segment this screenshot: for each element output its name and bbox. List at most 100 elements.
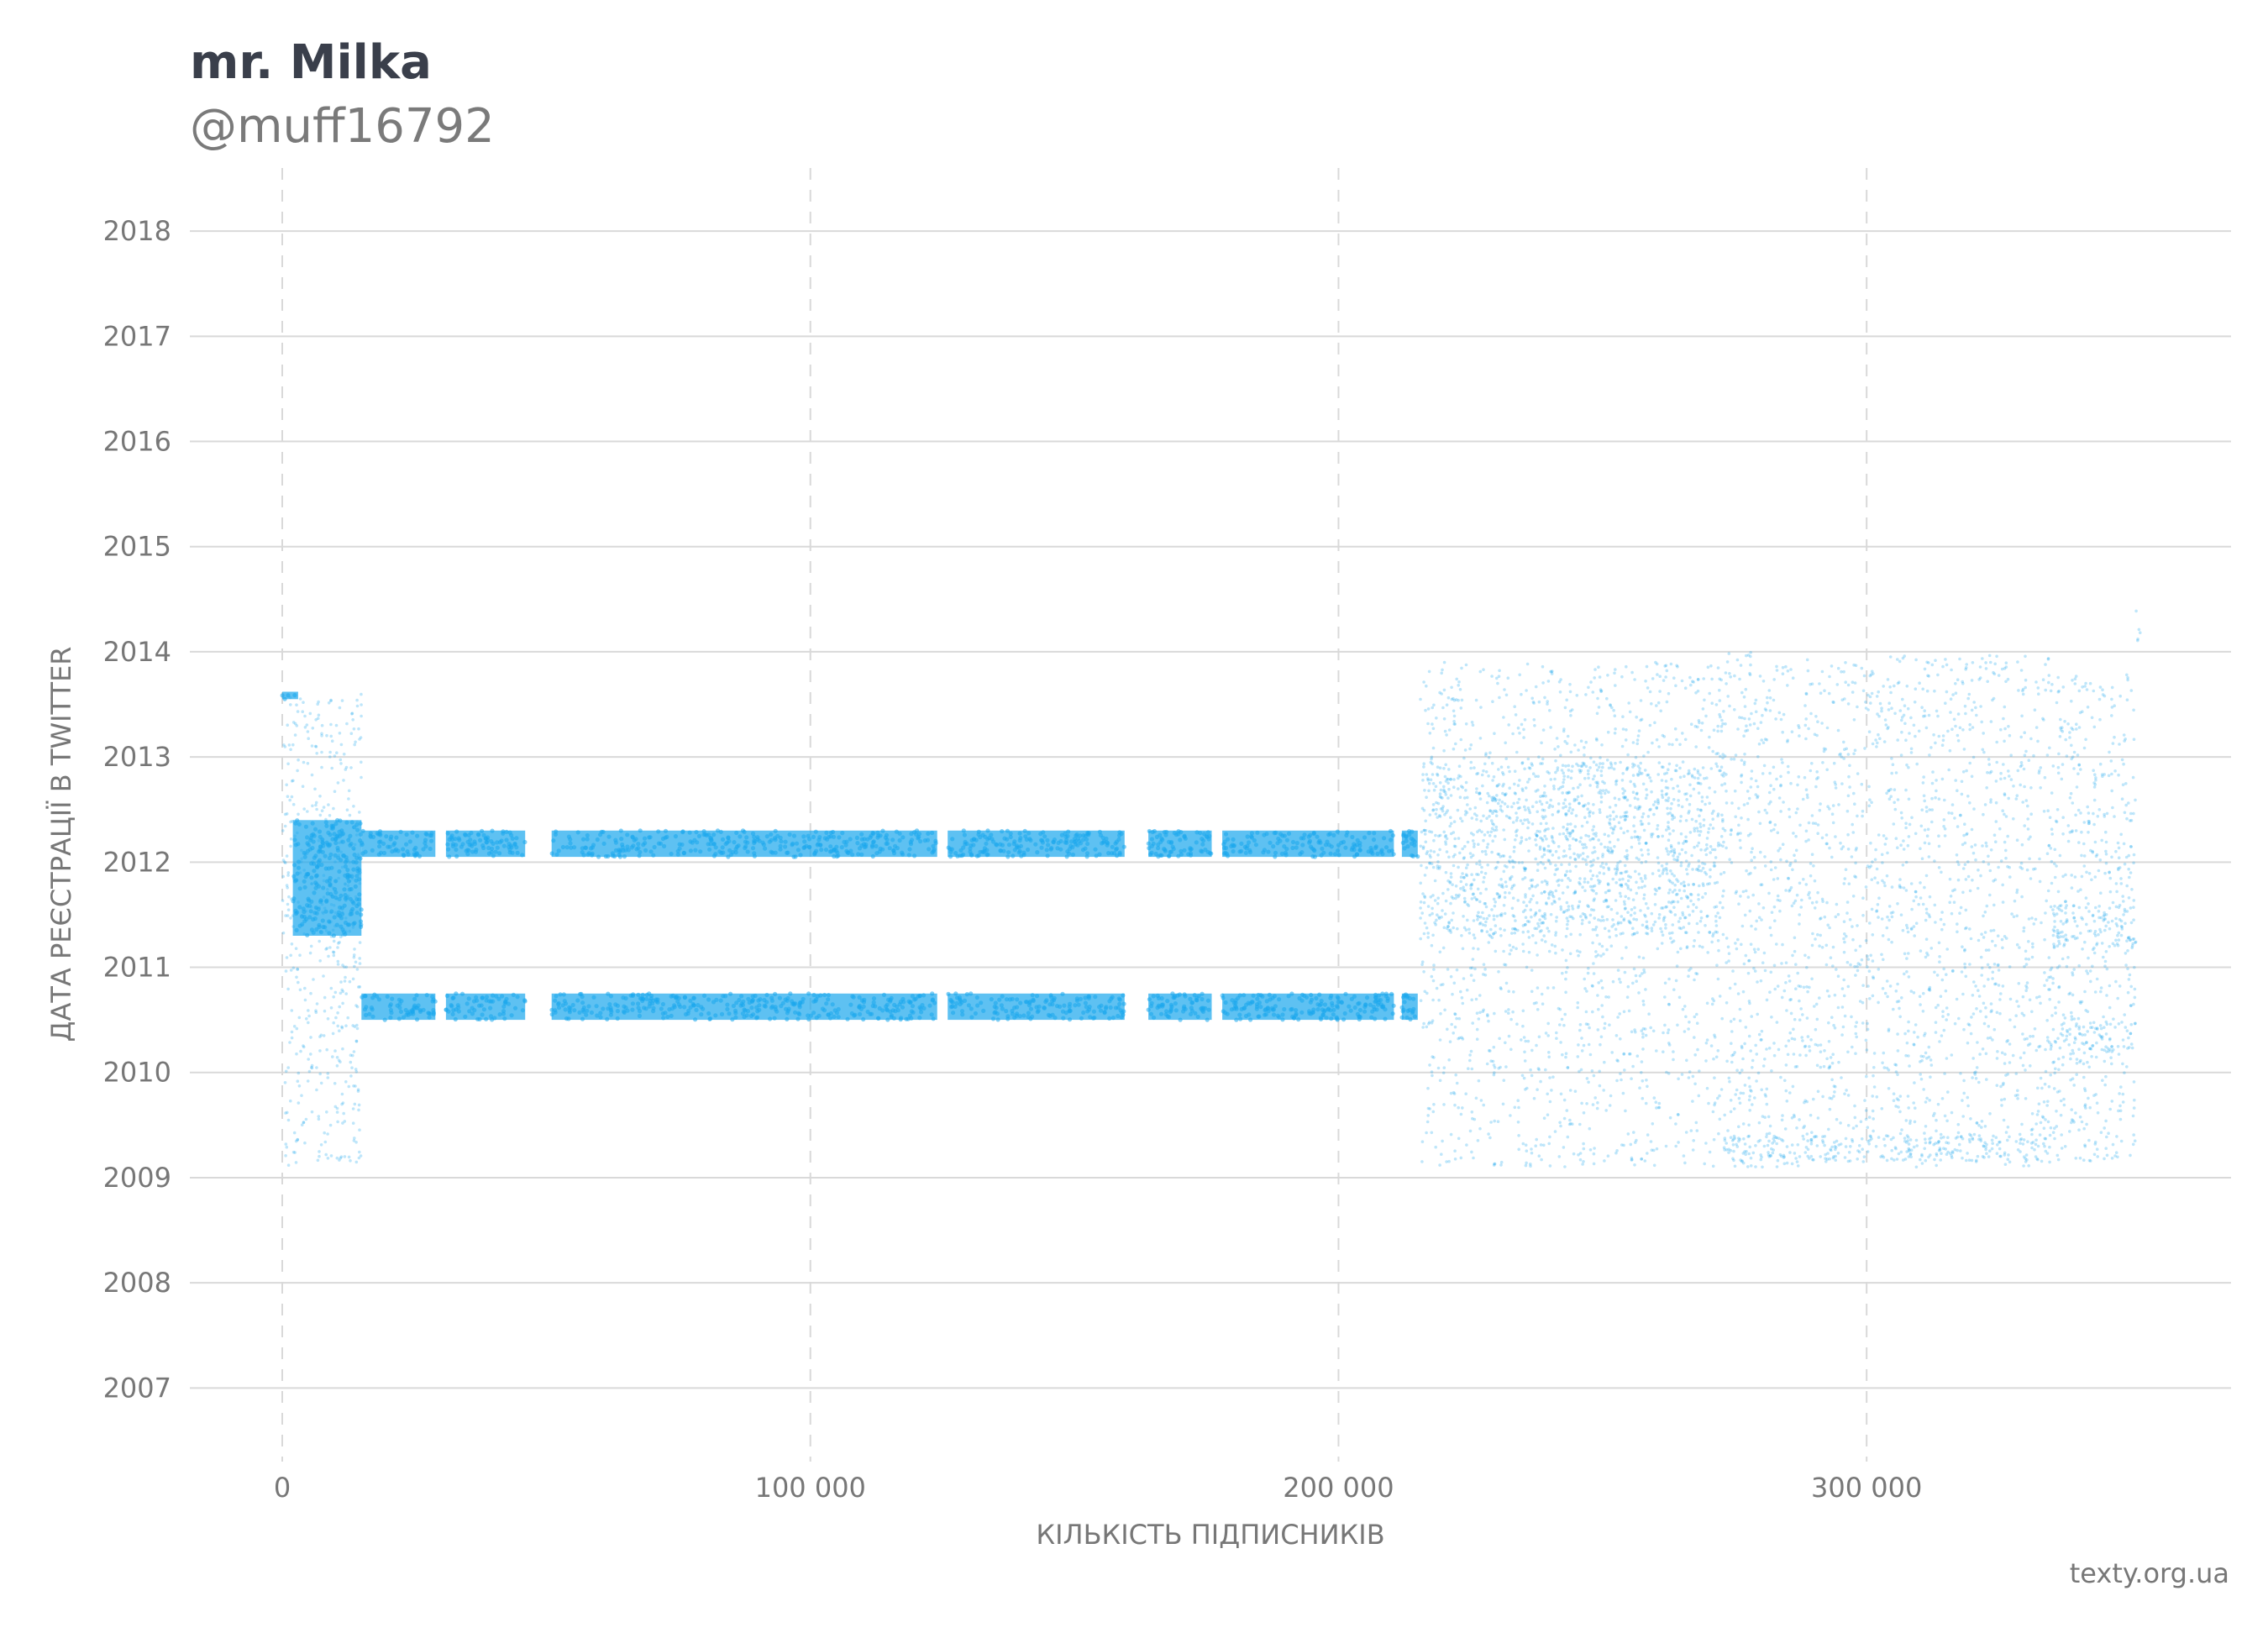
- data-point: [339, 743, 344, 747]
- data-point: [1618, 891, 1622, 895]
- data-point: [1467, 1067, 1470, 1070]
- data-point: [1587, 769, 1590, 773]
- data-point: [1569, 776, 1573, 780]
- data-point: [1693, 978, 1696, 982]
- data-point: [1459, 887, 1462, 890]
- data-point: [1562, 849, 1566, 853]
- data-point: [1515, 816, 1520, 820]
- data-point: [1586, 904, 1589, 907]
- data-point: [1452, 981, 1457, 985]
- data-point: [1646, 1133, 1650, 1137]
- data-point: [1598, 675, 1602, 679]
- data-point: [1684, 1015, 1688, 1019]
- data-point: [289, 969, 293, 972]
- data-point: [1583, 776, 1587, 780]
- data-point: [1510, 885, 1515, 888]
- data-point: [1645, 788, 1648, 791]
- data-point: [286, 987, 290, 991]
- data-point: [1483, 974, 1488, 977]
- data-point: [1599, 979, 1604, 983]
- data-point: [1609, 826, 1613, 830]
- data-point: [1462, 796, 1467, 800]
- data-point: [1591, 1010, 1594, 1014]
- data-point: [1593, 916, 1596, 920]
- data-point: [1714, 924, 1719, 927]
- data-point: [1705, 843, 1709, 847]
- data-point: [297, 1016, 302, 1020]
- data-point: [1658, 675, 1662, 678]
- data-point: [1540, 992, 1544, 996]
- data-point: [326, 1017, 330, 1021]
- data-point: [1430, 1131, 1434, 1135]
- data-point: [1449, 778, 1452, 781]
- data-point: [1640, 1029, 1644, 1032]
- data-point: [1646, 750, 1650, 754]
- data-point: [1602, 866, 1605, 869]
- data-point: [284, 1154, 287, 1158]
- data-point: [1557, 802, 1561, 806]
- data-point: [333, 990, 338, 995]
- data-point: [1688, 794, 1693, 798]
- data-point: [1698, 864, 1701, 869]
- data-point: [1561, 971, 1564, 975]
- data-point: [1607, 866, 1610, 870]
- data-point: [1565, 927, 1569, 931]
- data-point: [1699, 916, 1704, 920]
- data-point: [1694, 906, 1698, 910]
- data-point: [1562, 1116, 1567, 1121]
- data-point: [1546, 827, 1550, 831]
- data-point: [340, 988, 344, 992]
- data-point: [1715, 764, 1719, 769]
- data-point: [1480, 928, 1483, 932]
- data-point: [1442, 926, 1446, 930]
- data-point: [1530, 1147, 1533, 1151]
- data-point: [1626, 753, 1630, 757]
- data-point: [1646, 1084, 1649, 1089]
- data-point: [1716, 1049, 1720, 1053]
- data-point: [1567, 844, 1572, 848]
- data-point: [358, 941, 362, 944]
- chart-subtitle: @muff16792: [190, 99, 495, 154]
- data-point: [1643, 874, 1647, 878]
- data-point: [1667, 825, 1670, 828]
- data-point: [1516, 899, 1520, 902]
- data-point: [1492, 932, 1496, 936]
- data-point: [354, 1141, 358, 1144]
- data-point: [1718, 677, 1721, 681]
- data-point: [1709, 823, 1713, 827]
- data-point: [1513, 931, 1517, 935]
- data-point: [1434, 785, 1438, 788]
- data-point: [1584, 740, 1588, 744]
- data-point: [1681, 732, 1684, 735]
- data-point: [360, 714, 363, 718]
- data-point: [1592, 825, 1596, 828]
- data-point: [1443, 774, 1447, 779]
- data-point: [354, 1070, 359, 1074]
- data-point: [1538, 845, 1542, 849]
- data-point: [1674, 979, 1678, 983]
- data-point: [1635, 1054, 1640, 1058]
- data-point: [1565, 837, 1568, 840]
- data-point: [1698, 884, 1701, 888]
- data-point: [1712, 1137, 1716, 1142]
- data-point: [1595, 933, 1599, 937]
- data-point: [1672, 848, 1676, 852]
- data-point: [1680, 1073, 1684, 1076]
- data-point: [1553, 748, 1557, 751]
- data-point: [1486, 843, 1490, 846]
- data-point: [1672, 676, 1676, 680]
- data-point: [1597, 706, 1601, 709]
- data-point: [1660, 789, 1664, 793]
- data-point: [355, 704, 360, 708]
- data-point: [1609, 766, 1614, 769]
- data-point: [1644, 1033, 1648, 1037]
- data-point: [1661, 733, 1665, 738]
- data-point: [1679, 882, 1683, 885]
- data-point: [1566, 885, 1570, 889]
- data-point: [1656, 856, 1660, 859]
- data-point: [1542, 1143, 1546, 1147]
- data-point: [338, 941, 341, 944]
- data-point: [1580, 921, 1584, 926]
- data-point: [1595, 1106, 1599, 1110]
- data-point: [1644, 915, 1647, 918]
